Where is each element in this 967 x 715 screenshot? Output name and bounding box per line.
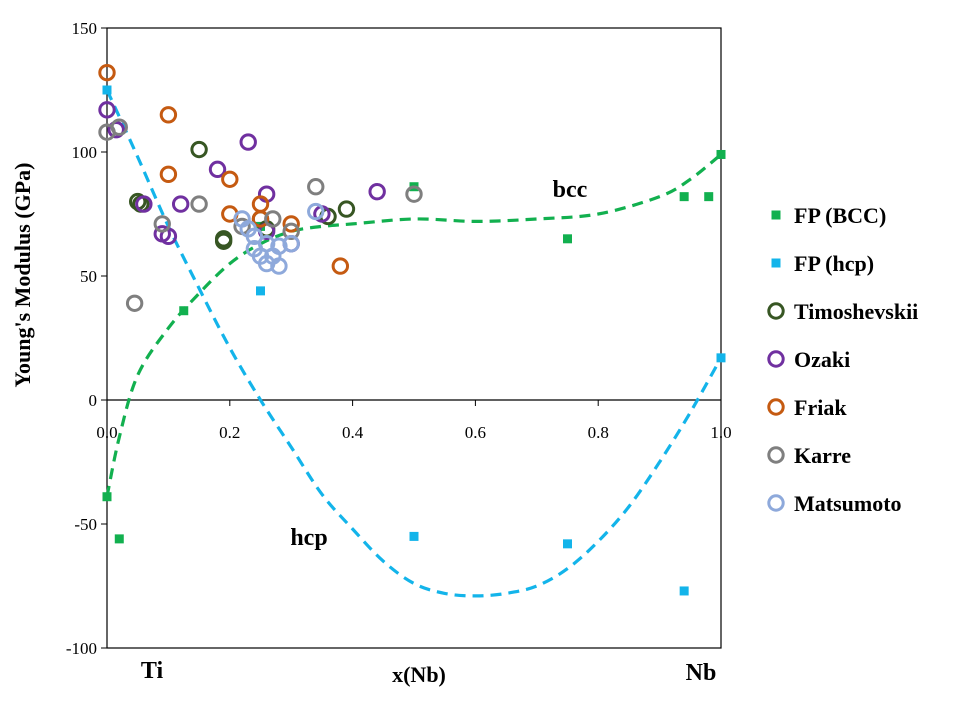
data-point: [307, 202, 325, 221]
x-tick-label: 0.8: [588, 423, 609, 442]
bcc-curve-label: bcc: [553, 177, 588, 203]
x-tick-label: 0.0: [96, 423, 117, 442]
data-points: [98, 63, 726, 596]
data-point: [716, 149, 726, 159]
data-point: [282, 222, 300, 241]
legend-marker: [767, 350, 785, 368]
legend-item-matsumoto: Matsumoto: [767, 491, 902, 516]
legend-marker: [767, 302, 785, 320]
legend: FP (BCC) FP (hcp) Timoshevskii Ozaki Friak Ka…: [767, 203, 918, 516]
data-point: [190, 140, 208, 159]
data-point: [179, 306, 189, 316]
x-tick-label: 0.6: [465, 423, 486, 442]
y-tick-label: 100: [72, 143, 98, 162]
data-point: [190, 195, 208, 213]
data-point: [159, 106, 178, 124]
data-point: [368, 182, 386, 201]
x-tick-label: 0.4: [342, 423, 364, 442]
hcp-fit-curve: [105, 89, 723, 598]
legend-label: Friak: [794, 395, 847, 420]
legend-marker: [771, 258, 781, 268]
y-axis-title: Young's Modulus (GPa): [10, 163, 35, 388]
data-point: [98, 63, 116, 82]
data-point: [405, 185, 423, 203]
y-tick-label: 50: [80, 267, 97, 286]
data-point: [679, 586, 689, 596]
series-fp-hcp: [102, 85, 726, 596]
data-point: [110, 118, 128, 136]
data-point: [704, 192, 714, 202]
data-point: [282, 235, 300, 253]
data-point: [716, 353, 726, 363]
legend-marker: [767, 494, 785, 512]
data-point: [98, 101, 116, 119]
fit-curves: [105, 89, 723, 598]
legend-label: Ozaki: [794, 347, 850, 372]
legend-item-ozaki: Ozaki: [767, 347, 850, 372]
y-tick-label: -100: [66, 639, 97, 658]
data-point: [563, 539, 572, 549]
plot-frame: [106, 27, 722, 649]
series-matsumoto: [233, 202, 325, 275]
data-point: [331, 257, 350, 275]
legend-marker: [767, 398, 785, 416]
data-point: [307, 178, 325, 196]
data-point: [409, 531, 419, 541]
legend-marker: [767, 446, 785, 464]
data-point: [171, 195, 190, 213]
series-karre: [98, 118, 423, 312]
data-point: [159, 165, 178, 184]
legend-item-friak: Friak: [767, 395, 847, 420]
legend-item-timoshevskii: Timoshevskii: [767, 299, 918, 324]
data-point: [239, 133, 257, 151]
y-tick-label: 150: [72, 19, 98, 38]
data-point: [221, 170, 239, 188]
plot-area-border: [106, 27, 722, 649]
data-point: [282, 215, 300, 233]
data-point: [102, 85, 112, 95]
data-point: [214, 232, 233, 250]
x-tick-label: 0.2: [219, 423, 240, 442]
legend-item-karre: Karre: [767, 443, 851, 468]
data-point: [107, 120, 125, 139]
y-tick-label: 0: [89, 391, 98, 410]
data-point: [102, 492, 112, 502]
ti-label: Ti: [141, 658, 164, 684]
legend-marker: [771, 210, 781, 220]
data-point: [563, 234, 572, 244]
data-point: [208, 160, 227, 179]
bcc-fit-curve: [105, 153, 723, 498]
data-point: [251, 210, 270, 228]
nb-label: Nb: [686, 660, 717, 686]
series-friak: [98, 63, 350, 275]
x-axis-title: x(Nb): [392, 662, 446, 687]
axes: -100 -50 0 50 100 150 0.0 0.2 0.4 0.6 0.8 1.0: [66, 19, 732, 658]
data-point: [245, 227, 264, 246]
hcp-curve-label: hcp: [290, 525, 327, 551]
legend-label: Matsumoto: [794, 491, 902, 516]
data-point: [337, 200, 356, 218]
data-point: [270, 257, 288, 275]
data-point: [153, 215, 171, 233]
legend-label: FP (hcp): [794, 251, 874, 276]
x-tick-label: 1.0: [710, 423, 731, 442]
data-point: [270, 237, 288, 255]
legend-label: Karre: [794, 443, 851, 468]
legend-item-fp-bcc: FP (BCC): [771, 203, 886, 228]
legend-label: Timoshevskii: [794, 299, 918, 324]
data-point: [125, 294, 144, 312]
data-point: [114, 534, 124, 544]
legend-item-fp-hcp: FP (hcp): [771, 251, 874, 276]
data-point: [135, 195, 153, 213]
data-point: [256, 286, 265, 296]
data-point: [679, 192, 689, 202]
data-point: [264, 210, 282, 228]
y-tick-label: -50: [74, 515, 97, 534]
legend-label: FP (BCC): [794, 203, 886, 228]
